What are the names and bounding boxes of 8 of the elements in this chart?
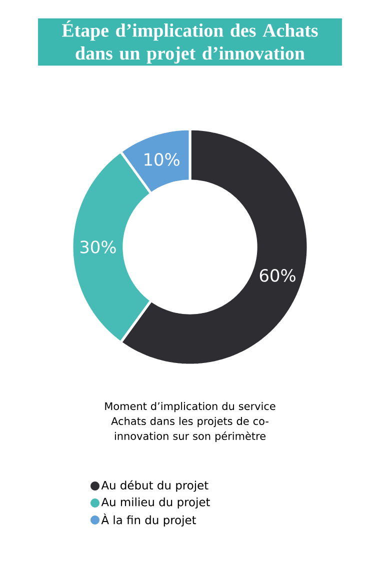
data-label: 60% [260,269,296,282]
data-label: 30% [80,240,116,254]
legend-label: Au milieu du projet [101,497,210,509]
legend-label: Au début du projet [101,480,208,492]
data-label: 10% [144,153,180,166]
legend-label: À la fin du projet [101,514,196,526]
text: Moment d’implication du service Achats dans les projets de co-innovation sur son périmètre [105,402,276,442]
chart-title: Étape d’implication des Achats dans un projet d’innovation [62,20,318,64]
